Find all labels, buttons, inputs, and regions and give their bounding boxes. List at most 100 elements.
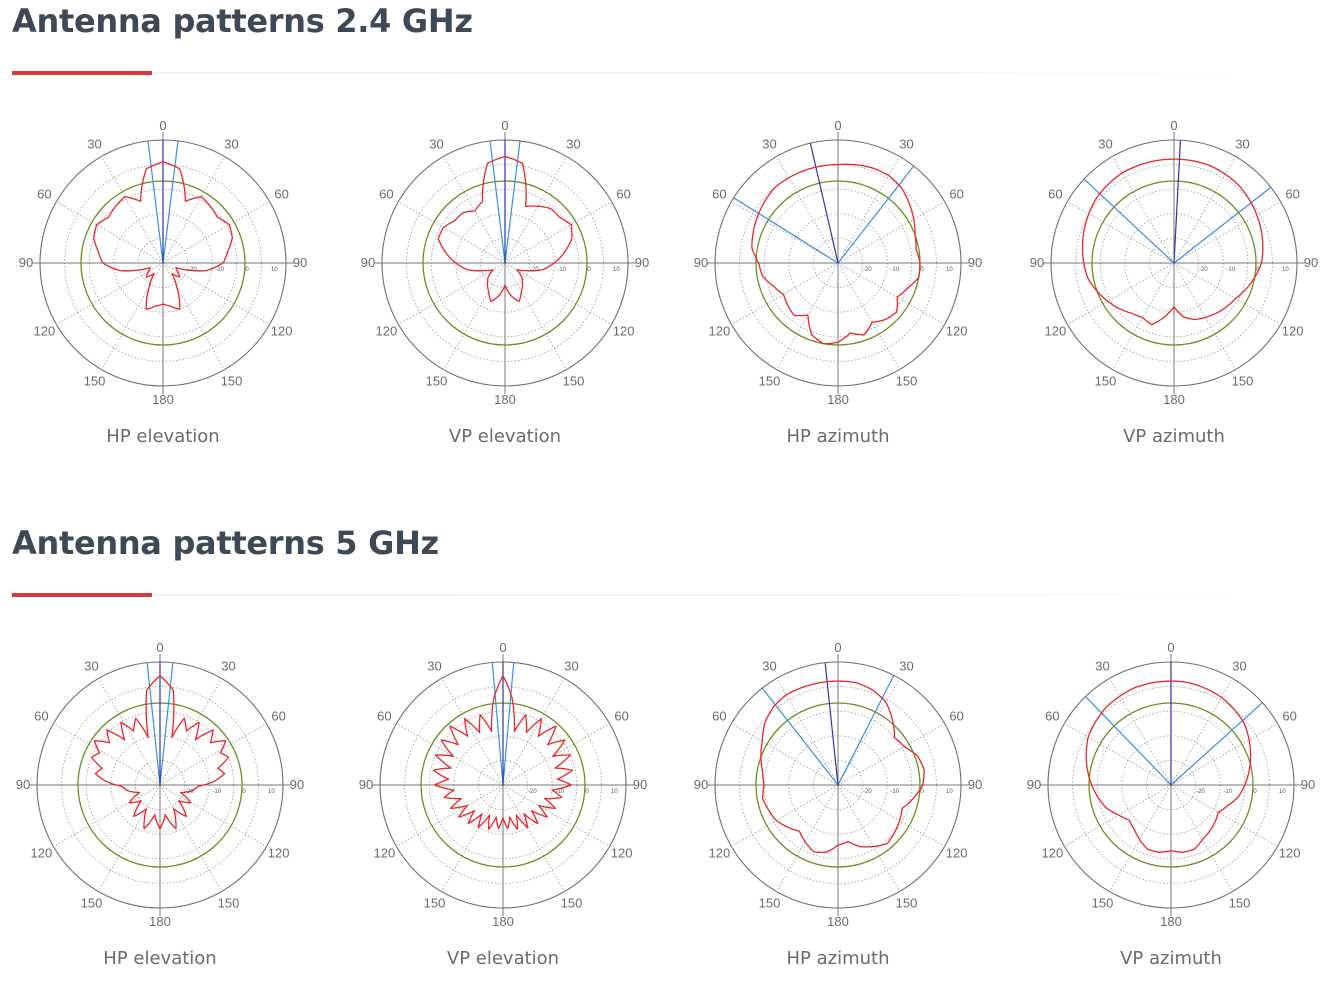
grid-spoke <box>837 156 900 264</box>
radial-tick-label: 10 <box>946 267 953 273</box>
angle-tick-label: 30 <box>427 658 441 673</box>
angle-tick-label: 60 <box>616 187 630 202</box>
angle-tick-label: 150 <box>561 896 583 911</box>
polar-plot-vp-azimuth: 0 30 60 90 120 150 180 150 120 90 60 30 -20 -10 0 10 VP… <box>1001 622 1332 982</box>
beam-edge-line <box>147 140 164 264</box>
grid-spoke <box>441 678 504 786</box>
grid-spoke <box>837 723 945 786</box>
angle-tick-label: 60 <box>614 709 628 724</box>
angle-tick-label: 150 <box>221 374 243 389</box>
angle-tick-label: 90 <box>694 255 708 270</box>
angle-tick-label: 90 <box>633 777 647 792</box>
angle-tick-label: 30 <box>87 136 101 151</box>
plot-caption: HP elevation <box>106 426 220 447</box>
grid-spoke <box>837 784 900 892</box>
angle-tick-label: 60 <box>1045 709 1059 724</box>
grid-spoke <box>56 201 164 264</box>
angle-tick-label: 0 <box>1167 640 1174 655</box>
radial-tick-label: 10 <box>611 789 618 795</box>
angle-tick-label: 30 <box>1235 136 1249 151</box>
beam-edge-line <box>733 197 839 264</box>
grid-spoke <box>98 678 161 786</box>
angle-tick-label: 90 <box>16 777 30 792</box>
angle-tick-label: 120 <box>271 324 293 339</box>
beam-edge-line <box>159 662 174 786</box>
grid-spoke <box>1170 678 1233 786</box>
angle-tick-label: 150 <box>1229 896 1251 911</box>
angle-tick-label: 150 <box>84 374 106 389</box>
radial-tick-label: 10 <box>946 789 953 795</box>
grid-spoke <box>1173 262 1236 370</box>
radial-tick-label: -10 <box>890 789 899 795</box>
angle-tick-label: 120 <box>613 324 635 339</box>
angle-tick-label: 180 <box>827 914 849 929</box>
grid-spoke <box>1173 262 1281 325</box>
angle-tick-label: 30 <box>899 658 913 673</box>
grid-spoke <box>159 784 222 892</box>
angle-tick-label: 180 <box>494 392 516 407</box>
angle-tick-label: 90 <box>635 255 649 270</box>
gain-pattern-line <box>760 680 925 854</box>
angle-tick-label: 150 <box>563 374 585 389</box>
angle-tick-label: 30 <box>1095 658 1109 673</box>
grid-spoke <box>162 201 270 264</box>
gain-pattern-line <box>432 675 574 830</box>
title-accent-bar <box>12 71 152 75</box>
radial-tick-label: 0 <box>920 267 924 273</box>
polar-chart-svg: 0 30 60 90 120 150 180 150 120 90 60 30 -20 -10 0 10 <box>694 118 982 407</box>
angle-tick-label: 30 <box>1098 136 1112 151</box>
angle-tick-label: 150 <box>1095 374 1117 389</box>
gain-pattern-line <box>1085 680 1252 853</box>
angle-tick-label: 60 <box>949 709 963 724</box>
angle-tick-label: 120 <box>1042 846 1064 861</box>
grid-spoke <box>1170 784 1233 892</box>
title-divider <box>12 72 1242 74</box>
grid-spoke <box>53 784 161 847</box>
angle-tick-label: 90 <box>968 255 982 270</box>
gain-pattern-line <box>437 155 573 303</box>
angle-tick-label: 30 <box>84 658 98 673</box>
plot-caption: HP elevation <box>103 948 217 969</box>
radial-tick-label: -20 <box>863 267 872 273</box>
radial-tick-label: 0 <box>242 789 246 795</box>
polar-plot-vp-azimuth: 0 30 60 90 120 150 180 150 120 90 60 30 -20 -10 0 10 VP… <box>1004 100 1332 460</box>
angle-tick-label: 120 <box>946 846 968 861</box>
radial-tick-label: -20 <box>528 789 537 795</box>
angle-tick-label: 60 <box>712 187 726 202</box>
beam-edge-line <box>837 675 895 786</box>
angle-tick-label: 60 <box>37 187 51 202</box>
grid-spoke <box>502 723 610 786</box>
radial-tick-label: 10 <box>268 789 275 795</box>
angle-tick-label: 120 <box>374 846 396 861</box>
angle-tick-label: 0 <box>159 118 166 133</box>
grid-spoke <box>1170 723 1278 786</box>
grid-spoke <box>837 784 945 847</box>
beam-edge-line <box>761 687 839 786</box>
plot-caption: HP azimuth <box>786 948 890 969</box>
angle-tick-label: 150 <box>218 896 240 911</box>
polar-chart-svg: 0 30 60 90 120 150 180 150 120 90 60 30 -20 -10 0 10 <box>1030 118 1318 407</box>
grid-spoke <box>502 678 565 786</box>
radial-tick-label: -20 <box>185 789 194 795</box>
angle-tick-label: 0 <box>834 118 841 133</box>
radial-tick-label: 0 <box>1253 789 1257 795</box>
radial-tick-label: -10 <box>215 267 224 273</box>
reference-level-circle <box>1091 180 1257 346</box>
radial-tick-label: -20 <box>188 267 197 273</box>
angle-tick-label: 30 <box>564 658 578 673</box>
polar-chart-svg: 0 30 60 90 120 150 180 150 120 90 60 30 -20 -10 0 10 <box>361 118 649 407</box>
radial-tick-label: 10 <box>1282 267 1289 273</box>
grid-spoke <box>159 723 267 786</box>
angle-tick-label: 180 <box>1160 914 1182 929</box>
radial-tick-label: 0 <box>1256 267 1260 273</box>
angle-tick-label: 60 <box>1048 187 1062 202</box>
radial-tick-label: 0 <box>245 267 249 273</box>
gain-pattern-line <box>93 161 233 310</box>
plot-caption: VP elevation <box>446 948 560 969</box>
grid-spoke <box>1109 784 1172 892</box>
grid-spoke <box>396 723 504 786</box>
angle-tick-label: 150 <box>1232 374 1254 389</box>
grid-spoke <box>101 262 164 370</box>
grid-spoke <box>159 678 222 786</box>
reference-level-circle <box>755 702 921 868</box>
